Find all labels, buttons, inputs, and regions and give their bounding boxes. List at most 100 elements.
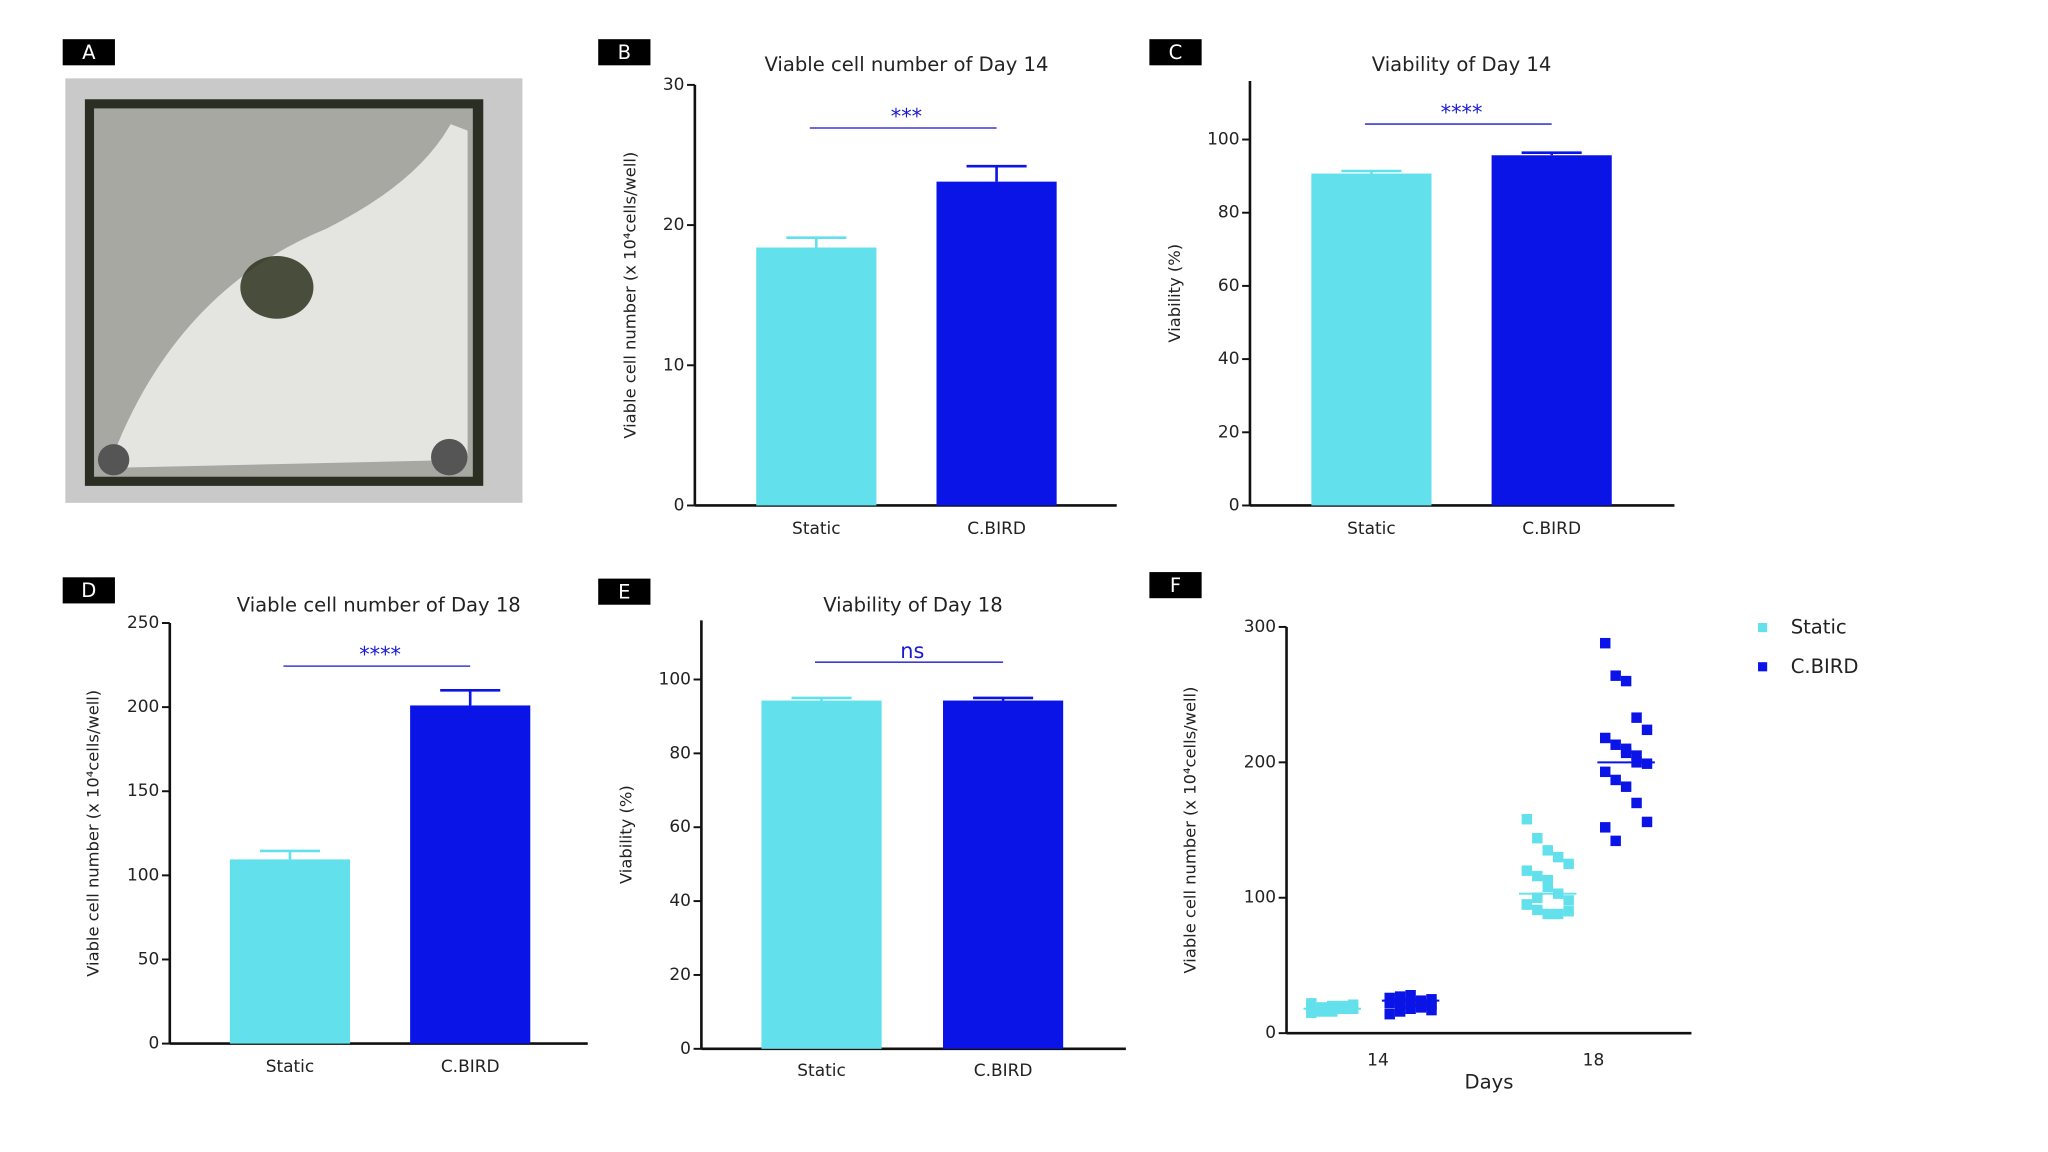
data-point [1610,670,1621,681]
data-point [1641,816,1653,828]
bar [756,247,877,506]
data-point [1532,870,1543,882]
data-point [1542,845,1553,856]
data-point [1337,1002,1348,1013]
y-tick-label: 30 [663,75,685,95]
bar [761,700,882,1049]
x-tick-label: C.BIRD [974,1061,1033,1081]
bar [229,859,351,1044]
x-tick-label: C.BIRD [1522,519,1581,539]
bar [1491,155,1612,506]
panel-label-box [1149,572,1202,599]
x-tick-label: Static [1347,519,1396,539]
data-point [1552,908,1564,920]
y-axis-label: Viable cell number (x 10⁴cells/well) [620,152,639,439]
y-tick-label: 150 [127,781,159,801]
bubble [97,444,130,476]
panel-label: F [1170,574,1181,597]
x-tick-label: 18 [1583,1051,1605,1071]
y-tick-label: 200 [1244,752,1276,772]
data-point [1384,992,1395,1004]
significance-label: ns [900,639,924,663]
y-tick-label: 80 [1218,203,1240,223]
data-point [1610,739,1621,750]
chart-title: Viable cell number of Day 18 [237,594,521,617]
y-axis-label: Viability (%) [1165,244,1184,343]
panel-label: C [1169,41,1183,64]
data-point [1521,813,1533,825]
y-tick-label: 100 [127,865,159,885]
data-point [1316,1004,1328,1016]
data-point [1405,1003,1416,1014]
data-point [1542,908,1553,920]
legend-marker [1758,662,1768,672]
panel-label-box [62,39,115,66]
data-point [1631,712,1642,723]
y-tick-label: 100 [659,669,691,689]
y-axis-label: Viable cell number (x 10⁴cells/well) [1181,687,1200,974]
data-point [1600,732,1611,744]
data-point [1532,904,1543,916]
chart-title: Viability of Day 18 [823,594,1003,617]
significance-label: *** [891,105,922,129]
data-point [1641,758,1653,769]
panel-label-box [1149,39,1202,66]
data-point [1552,851,1564,863]
y-tick-label: 0 [1265,1023,1276,1043]
legend-marker [1758,623,1768,633]
y-tick-label: 0 [149,1034,160,1054]
y-tick-label: 20 [669,965,691,985]
y-tick-label: 40 [1218,349,1240,369]
panel-label: A [82,41,96,64]
data-point [1327,1006,1338,1017]
data-point [1600,637,1611,649]
x-tick-label: Static [266,1057,315,1077]
y-tick-label: 20 [1218,422,1240,442]
data-point [1426,994,1437,1005]
panel-label-box [598,39,651,66]
bar [1311,173,1432,506]
y-tick-label: 50 [138,949,160,969]
chart-title: Viability of Day 14 [1372,53,1552,76]
panel-label: D [81,579,96,602]
x-tick-label: Static [797,1061,846,1081]
significance-label: **** [359,643,401,667]
bar [943,700,1064,1049]
x-tick-label: Static [792,519,841,539]
data-point [1306,998,1317,1009]
data-point [1563,895,1574,906]
y-axis-label: Viability (%) [616,785,635,884]
data-point [1620,743,1632,755]
data-point [1641,724,1653,736]
data-point [1521,865,1533,876]
data-point [1394,998,1406,1009]
x-tick-label: C.BIRD [441,1057,500,1077]
y-tick-label: 80 [669,743,691,763]
data-point [1600,766,1611,778]
y-tick-label: 40 [669,891,691,911]
legend-label: Static [1791,616,1847,639]
bar [410,705,531,1044]
data-point [1394,1006,1406,1017]
y-tick-label: 0 [680,1039,691,1059]
data-point [1405,990,1416,1001]
data-point [1620,781,1632,792]
x-axis-label: Days [1465,1070,1514,1093]
legend-label: C.BIRD [1791,655,1859,678]
data-point [1620,675,1632,687]
data-point [1610,835,1621,847]
data-point [1306,1007,1317,1019]
bar [936,181,1057,506]
significance-label: **** [1441,101,1483,125]
data-point [1542,874,1553,886]
data-point [1542,881,1553,893]
data-point [1405,996,1416,1008]
data-point [1521,899,1533,910]
y-tick-label: 100 [1207,130,1239,150]
data-point [1610,774,1621,786]
data-point [1631,750,1642,761]
data-point [1563,906,1574,917]
data-point [1384,1008,1395,1020]
y-tick-label: 60 [1218,276,1240,296]
